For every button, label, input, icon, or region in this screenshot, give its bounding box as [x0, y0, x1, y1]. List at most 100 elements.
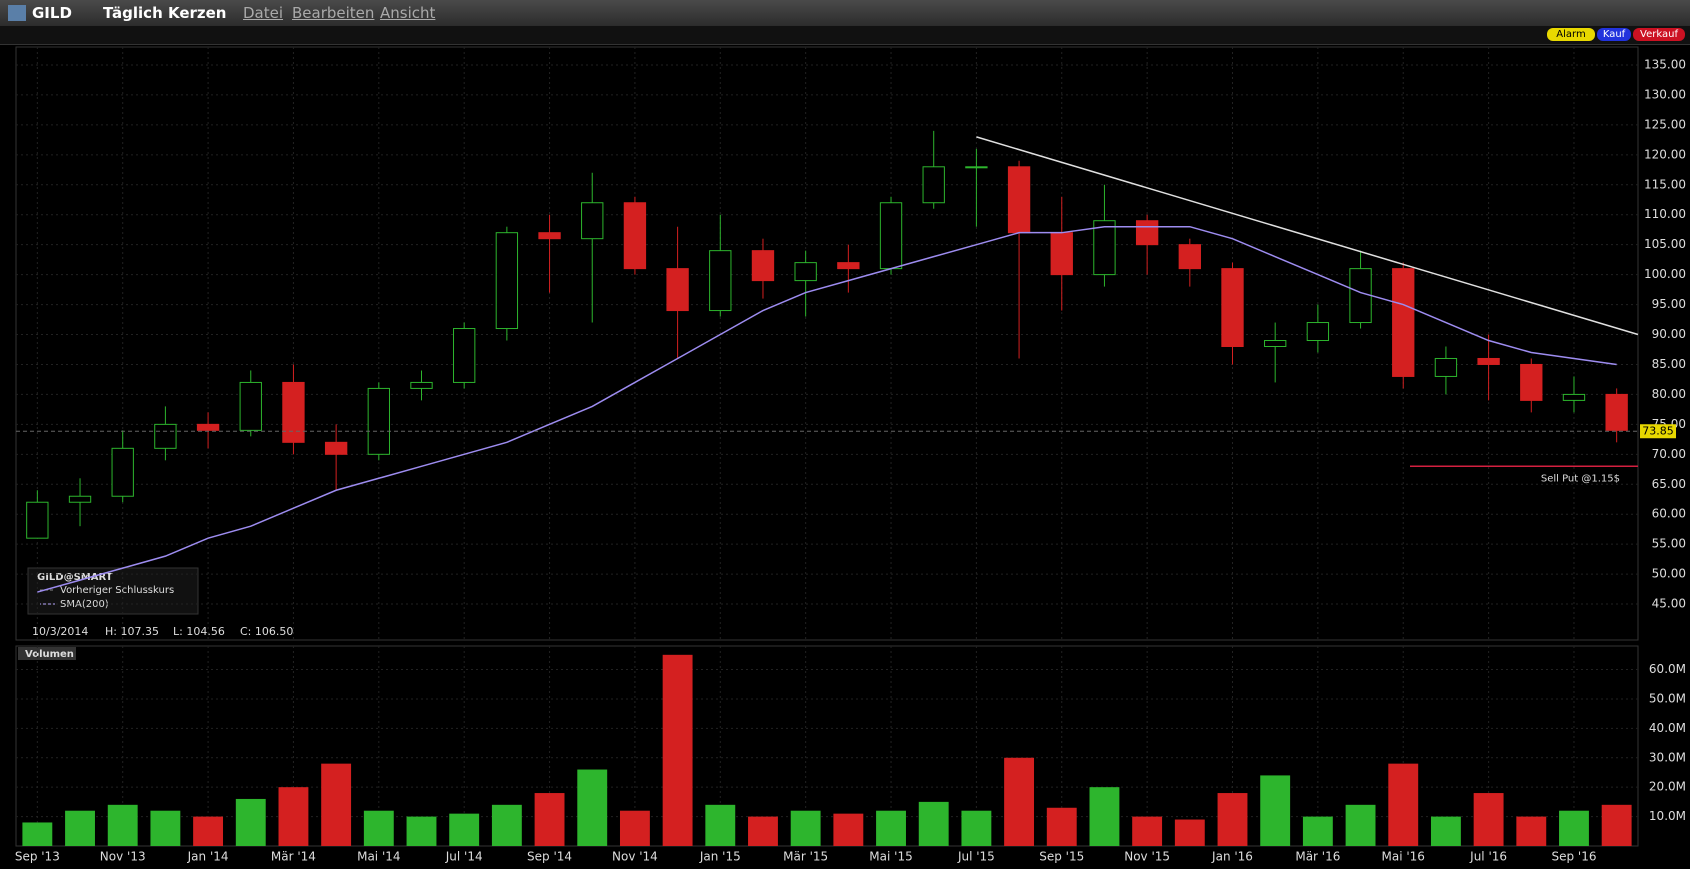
- volume-bar: [491, 804, 522, 846]
- volume-bar: [833, 813, 864, 846]
- volume-tick-label: 30.0M: [1649, 750, 1686, 764]
- volume-bar: [22, 822, 53, 846]
- menu-bar: GILD Täglich Kerzen Datei Bearbeiten Ans…: [0, 0, 1690, 26]
- y-tick-label: 100.00: [1644, 267, 1686, 281]
- volume-bar: [577, 769, 608, 846]
- x-tick-label: Sep '13: [15, 850, 60, 864]
- volume-bar: [363, 810, 394, 846]
- volume-bar: [1430, 816, 1461, 846]
- sell-button[interactable]: Verkauf: [1633, 28, 1685, 41]
- y-tick-label: 80.00: [1652, 387, 1686, 401]
- volume-bar: [1260, 775, 1291, 846]
- candle-body: [538, 232, 561, 240]
- y-tick-label: 105.00: [1644, 237, 1686, 251]
- y-tick-label: 95.00: [1652, 297, 1686, 311]
- volume-bar: [65, 810, 95, 846]
- y-tick-label: 60.00: [1652, 507, 1686, 521]
- candle-body: [1520, 363, 1543, 401]
- buy-button[interactable]: Kauf: [1597, 28, 1631, 41]
- candle-body: [1306, 322, 1330, 342]
- candle-body: [837, 262, 860, 270]
- y-tick-label: 65.00: [1652, 477, 1686, 491]
- legend-box: [27, 567, 199, 615]
- candle-body: [324, 441, 348, 455]
- y-tick-label: 50.00: [1652, 567, 1686, 581]
- volume-bar: [876, 810, 906, 846]
- candle-body: [196, 423, 220, 431]
- sma-line: [37, 225, 1617, 593]
- x-tick-label: Sep '16: [1551, 850, 1596, 864]
- y-tick-label: 130.00: [1644, 87, 1686, 101]
- legend-title: GILD@SMART: [37, 572, 113, 583]
- candle-body: [1477, 357, 1500, 365]
- volume-bar: [150, 810, 181, 846]
- last-price-tag: [1640, 424, 1676, 439]
- toolbar: [0, 26, 1690, 45]
- x-tick-label: Jan '16: [1211, 850, 1253, 864]
- x-tick-label: Nov '15: [1124, 850, 1170, 864]
- volume-bar: [321, 763, 352, 846]
- menu-item[interactable]: Bearbeiten: [292, 4, 375, 22]
- x-tick-label: Mär '14: [271, 850, 316, 864]
- volume-panel: [15, 645, 1639, 847]
- y-tick-label: 55.00: [1652, 537, 1686, 551]
- symbol[interactable]: GILD: [32, 4, 72, 22]
- candle-body: [367, 387, 390, 455]
- x-tick-label: Jan '14: [187, 850, 229, 864]
- volume-bar: [235, 798, 266, 846]
- volume-bar: [961, 810, 992, 846]
- annotation-text: Sell Put @1.15$: [1541, 473, 1620, 484]
- last-price-label: 73.85: [1642, 424, 1674, 437]
- x-tick-label: Jul '16: [1469, 850, 1507, 864]
- volume-title: Volumen: [25, 649, 74, 660]
- candle-body: [965, 166, 988, 169]
- y-tick-label: 120.00: [1644, 147, 1686, 161]
- x-tick-label: Jan '15: [699, 850, 741, 864]
- candle-body: [1221, 268, 1244, 347]
- x-tick-label: Jul '14: [445, 850, 483, 864]
- volume-bar: [1302, 816, 1333, 846]
- candle-body: [1135, 220, 1159, 246]
- volume-bar: [1516, 816, 1547, 846]
- volume-bar: [790, 810, 821, 846]
- volume-bar: [1046, 807, 1077, 846]
- y-tick-label: 70.00: [1652, 447, 1686, 461]
- x-tick-label: Nov '13: [100, 850, 146, 864]
- volume-bar: [534, 793, 565, 846]
- candle-body: [1050, 232, 1073, 276]
- chart-mode[interactable]: Täglich Kerzen: [103, 4, 227, 22]
- volume-tick-label: 40.0M: [1649, 721, 1686, 735]
- info-low: L: 104.56: [173, 625, 225, 638]
- volume-tick-label: 20.0M: [1649, 780, 1686, 794]
- alarm-button[interactable]: Alarm: [1547, 28, 1595, 41]
- volume-bar: [1217, 793, 1248, 846]
- volume-bar: [1388, 763, 1419, 846]
- menu-item[interactable]: Datei: [243, 4, 284, 22]
- volume-bar: [1559, 810, 1589, 846]
- volume-bar: [619, 810, 650, 846]
- y-tick-label: 125.00: [1644, 117, 1686, 131]
- volume-bar: [1345, 804, 1376, 846]
- menu-item[interactable]: Ansicht: [380, 4, 436, 22]
- candle-body: [410, 381, 433, 389]
- y-tick-label: 90.00: [1652, 327, 1686, 341]
- app-icon: [8, 5, 26, 21]
- volume-bar: [1174, 819, 1205, 846]
- volume-bar: [662, 654, 693, 846]
- price-panel: [15, 46, 1639, 641]
- candle-body: [1178, 244, 1201, 270]
- candle-body: [922, 166, 945, 204]
- candle-body: [1392, 268, 1415, 377]
- x-tick-label: Mär '15: [783, 850, 828, 864]
- volume-bar: [278, 787, 309, 846]
- candle-body: [751, 250, 775, 282]
- volume-bar: [449, 813, 480, 846]
- candle-body: [709, 250, 732, 312]
- volume-tick-label: 50.0M: [1649, 691, 1686, 705]
- x-tick-label: Nov '14: [612, 850, 658, 864]
- info-high: H: 107.35: [105, 625, 159, 638]
- y-tick-label: 85.00: [1652, 357, 1686, 371]
- volume-bar: [748, 816, 778, 846]
